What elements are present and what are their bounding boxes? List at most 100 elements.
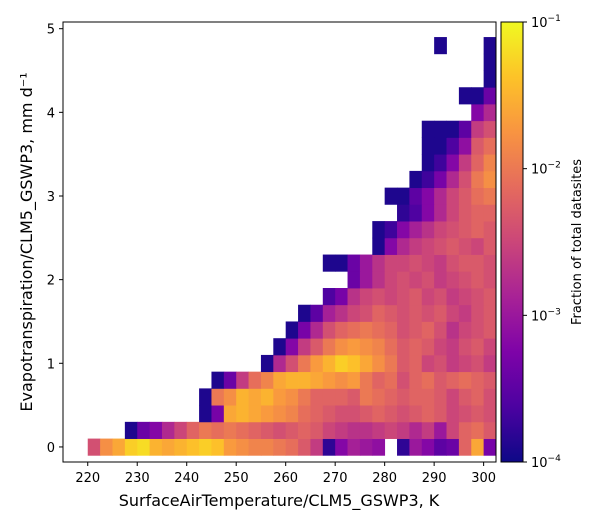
heatmap-cell	[124, 438, 138, 456]
heatmap-cell	[359, 288, 373, 306]
heatmap-cell	[446, 421, 460, 439]
heatmap-cell	[248, 388, 262, 406]
heatmap-cell	[471, 371, 485, 389]
heatmap-cell	[446, 388, 460, 406]
heatmap-cell	[384, 388, 398, 406]
heatmap-cell	[421, 388, 435, 406]
x-tick-label: 290	[422, 471, 447, 486]
heatmap-cell	[322, 371, 336, 389]
heatmap-cell	[87, 438, 101, 456]
heatmap-cell	[434, 371, 447, 389]
heatmap-cell	[409, 170, 423, 189]
heatmap-cell	[458, 204, 472, 222]
heatmap-cell	[471, 405, 485, 423]
heatmap-cell	[260, 405, 274, 423]
heatmap-cell	[483, 421, 497, 439]
heatmap-cell	[483, 137, 497, 155]
heatmap-cell	[446, 154, 460, 172]
colorbar-tick-label: 10−1	[531, 14, 561, 31]
heatmap-cell	[409, 371, 423, 389]
x-tick-label: 260	[273, 471, 298, 486]
heatmap-cell	[347, 388, 361, 406]
heatmap-cell	[483, 288, 497, 306]
heatmap-cell	[483, 154, 497, 172]
heatmap-cell	[446, 204, 460, 222]
heatmap-cell	[483, 371, 497, 389]
heatmap-cell	[260, 388, 274, 406]
x-tick-label: 280	[372, 471, 397, 486]
heatmap-cell	[458, 371, 472, 389]
heatmap-cell	[458, 405, 472, 423]
heatmap-cell	[273, 338, 287, 356]
heatmap-cell	[434, 338, 447, 356]
heatmap-cell	[446, 120, 460, 138]
heatmap-cell	[223, 405, 237, 423]
heatmap-cell	[421, 137, 435, 155]
heatmap-cell	[434, 254, 447, 272]
heatmap-cell	[335, 338, 348, 356]
heatmap-cell	[471, 103, 485, 122]
heatmap-cell	[149, 438, 163, 456]
heatmap-cell	[421, 271, 435, 289]
heatmap-cell	[372, 221, 386, 239]
heatmap-cell	[372, 254, 386, 272]
heatmap-cell	[199, 388, 212, 406]
heatmap-cell	[421, 187, 435, 205]
heatmap-cell	[384, 187, 398, 205]
heatmap-cell	[359, 371, 373, 389]
heatmap-cell	[359, 271, 373, 289]
heatmap-cell	[211, 388, 225, 406]
heatmap-cell	[446, 304, 460, 322]
heatmap-cell	[471, 120, 485, 138]
heatmap-cell	[483, 70, 497, 88]
heatmap-cell	[483, 53, 497, 71]
heatmap-cell	[260, 421, 274, 439]
heatmap-cell	[310, 371, 324, 389]
heatmap-cell	[434, 137, 447, 155]
y-axis-ticks: 0 1 2 3 4 5	[47, 23, 63, 456]
heatmap-cell	[483, 271, 497, 289]
heatmap-cell	[434, 120, 447, 138]
heatmap-cell	[483, 103, 497, 122]
heatmap-cell	[359, 405, 373, 423]
y-axis-label: Evapotranspiration/CLM5_GSWP3, mm d⁻¹	[17, 72, 37, 411]
heatmap-cell	[335, 438, 348, 456]
heatmap-cell	[471, 187, 485, 205]
heatmap-cell	[446, 221, 460, 239]
heatmap-cell	[446, 254, 460, 272]
heatmap-cell	[384, 288, 398, 306]
heatmap-cell	[310, 421, 324, 439]
heatmap-cell	[335, 405, 348, 423]
heatmap-cell	[335, 421, 348, 439]
heatmap-cell	[471, 254, 485, 272]
heatmap-cell	[458, 321, 472, 339]
heatmap-cell	[260, 354, 274, 373]
y-tick-label: 5	[47, 23, 55, 38]
heatmap-cell	[322, 388, 336, 406]
heatmap-cell	[471, 87, 485, 105]
heatmap-cell	[322, 405, 336, 423]
heatmap-cell	[211, 405, 225, 423]
heatmap-cell	[434, 37, 447, 55]
heatmap-cell	[471, 438, 485, 456]
heatmap-cell	[223, 438, 237, 456]
heatmap-cell	[409, 221, 423, 239]
heatmap-cell	[434, 204, 447, 222]
heatmap-cell	[322, 438, 336, 456]
heatmap-cell	[446, 271, 460, 289]
heatmap-cell	[347, 321, 361, 339]
heatmap-cell	[248, 438, 262, 456]
heatmap-cell	[434, 288, 447, 306]
heatmap-cell	[223, 371, 237, 389]
heatmap-cell	[409, 187, 423, 205]
heatmap-cell	[409, 254, 423, 272]
colorbar-tick-label: 10−4	[531, 454, 561, 471]
heatmap-cell	[397, 304, 410, 322]
heatmap-cell	[446, 137, 460, 155]
heatmap-cell	[285, 421, 299, 439]
heatmap-cell	[409, 304, 423, 322]
heatmap-cell	[310, 304, 324, 322]
heatmap-cell	[397, 405, 410, 423]
x-tick-label: 250	[224, 471, 249, 486]
heatmap-cell	[285, 354, 299, 373]
